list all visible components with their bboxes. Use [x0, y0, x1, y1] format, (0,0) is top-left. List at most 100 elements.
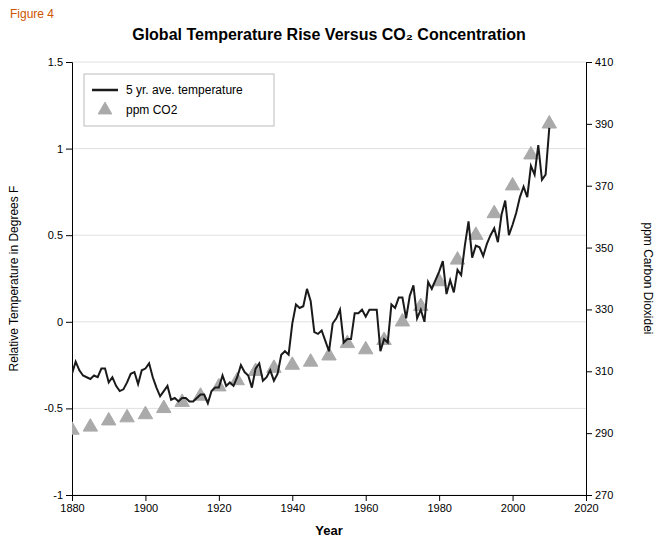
grid-line [72, 62, 586, 63]
axis-line [587, 63, 593, 496]
tick-mark [66, 322, 72, 323]
tick-label: 2020 [574, 502, 598, 514]
tick-mark [66, 235, 72, 236]
tick-mark [586, 495, 592, 496]
tick-mark [439, 495, 440, 501]
grid-line [72, 321, 586, 322]
point [72, 422, 79, 434]
tick: 270 [586, 489, 613, 501]
tick-mark [513, 495, 514, 501]
tick: 390 [586, 118, 613, 130]
tick-mark [586, 62, 592, 63]
tick: 1980 [427, 495, 451, 514]
marks [72, 116, 556, 435]
tick: -1 [53, 489, 72, 501]
point [138, 406, 152, 418]
point [359, 341, 373, 353]
tick-label: 1 [57, 143, 63, 155]
point [542, 116, 556, 128]
tick-label: 2000 [501, 502, 525, 514]
axis-line [73, 496, 587, 502]
tick: 1920 [207, 495, 231, 514]
tick-mark [586, 433, 592, 434]
tick: 1940 [281, 495, 305, 514]
tick-label: 0.5 [48, 229, 63, 241]
tick-label: 1880 [60, 502, 84, 514]
tick-label: 1960 [354, 502, 378, 514]
chart: 1880 1900 1920 1940 1960 1980 2000 2020 -1 -0.5 0 0… [0, 0, 658, 547]
tick-mark [586, 371, 592, 372]
tick-label: -1 [53, 489, 63, 501]
tick-mark [292, 495, 293, 501]
legend-item: ppm CO2 [98, 102, 177, 117]
tick-mark [586, 124, 592, 125]
tick-label: 1.5 [48, 56, 63, 68]
tick-label: 1980 [427, 502, 451, 514]
tick-label: 0 [57, 316, 63, 328]
x-axis-title: Year [315, 523, 342, 538]
tick-mark [66, 408, 72, 409]
tick-mark [586, 248, 592, 249]
point [102, 412, 116, 424]
tick-mark [586, 309, 592, 310]
point [487, 205, 501, 217]
point [303, 354, 317, 366]
tick: 1 [57, 143, 72, 155]
grid [72, 62, 586, 495]
legend-swatch [98, 102, 112, 114]
point [157, 400, 171, 412]
tick: 1960 [354, 495, 378, 514]
legend: 5 yr. ave. temperature ppm CO2 [84, 74, 274, 126]
tick-label: 350 [595, 242, 613, 254]
tick: 0.5 [48, 229, 72, 241]
tick-label: 330 [595, 303, 613, 315]
tick: -0.5 [44, 402, 72, 414]
tick-label: 1900 [134, 502, 158, 514]
legend-frame [84, 74, 274, 126]
tick: 310 [586, 365, 613, 377]
tick: 1880 [60, 495, 84, 514]
title: Global Temperature Rise Versus CO₂ Conce… [132, 26, 526, 43]
tick: 410 [586, 56, 613, 68]
tick: 1.5 [48, 56, 72, 68]
y-axis: -1 -0.5 0 0.5 1 1.5 [44, 56, 72, 501]
tick-label: 1920 [207, 502, 231, 514]
legend-item: 5 yr. ave. temperature [92, 83, 243, 97]
tick: 2000 [501, 495, 525, 514]
tick-label: 1940 [281, 502, 305, 514]
tick-label: 410 [595, 56, 613, 68]
grid-line [72, 148, 586, 149]
tick-mark [145, 495, 146, 501]
point [83, 419, 97, 431]
tick: 0 [57, 316, 72, 328]
tick: 1900 [134, 495, 158, 514]
tick-label: 390 [595, 118, 613, 130]
tick-mark [219, 495, 220, 501]
tick-mark [66, 495, 72, 496]
y2-axis-title: ppm Carbon Dioxidei [641, 222, 655, 334]
tick: 350 [586, 242, 613, 254]
legend-label: 5 yr. ave. temperature [126, 83, 243, 97]
grid-line [72, 408, 586, 409]
tick-label: -0.5 [44, 402, 63, 414]
tick-label: 270 [595, 489, 613, 501]
tick: 370 [586, 180, 613, 192]
x-axis: 1880 1900 1920 1940 1960 1980 2000 2020 [60, 495, 598, 514]
tick: 290 [586, 427, 613, 439]
tick-mark [66, 62, 72, 63]
line [72, 128, 549, 403]
tick: 330 [586, 303, 613, 315]
point [120, 409, 134, 421]
point [285, 357, 299, 369]
plot: 1880 1900 1920 1940 1960 1980 2000 2020 -1 -0.5 0 0… [44, 56, 613, 514]
point [505, 177, 519, 189]
tick-mark [366, 495, 367, 501]
legend-swatch [92, 89, 118, 92]
y-axis-title: Relative Temperature in Degrees F [7, 186, 21, 372]
tick-label: 290 [595, 427, 613, 439]
annotation: Figure 4 [10, 7, 54, 21]
legend-label: ppm CO2 [126, 103, 178, 117]
points [72, 116, 556, 435]
axis-line [66, 63, 73, 496]
y2-axis: 270 290 310 330 350 370 390 410 [586, 56, 613, 501]
